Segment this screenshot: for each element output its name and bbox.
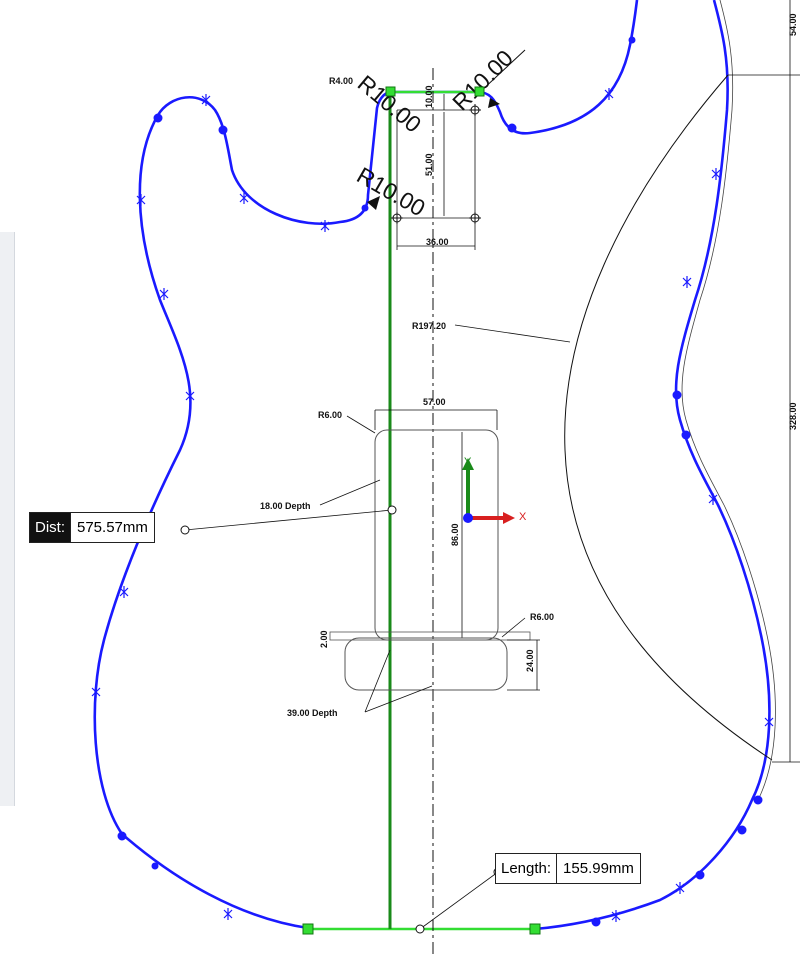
dim-51[interactable]: 51.00 — [424, 153, 434, 176]
coordinate-triad: Y X — [462, 456, 527, 524]
dist-readout: Dist: 575.57mm — [29, 512, 155, 543]
arrowhead — [488, 98, 500, 108]
leader-r197 — [454, 324, 571, 343]
length-readout: Length: 155.99mm — [495, 853, 641, 884]
body-outline-spline[interactable] — [93, 0, 639, 930]
dim-36[interactable]: 36.00 — [426, 237, 449, 247]
dim-depth18[interactable]: 18.00 Depth — [260, 501, 311, 511]
crosshair-points — [391, 104, 481, 224]
dim-r6-top[interactable]: R6.00 — [318, 410, 342, 420]
offset-outline — [681, 0, 776, 801]
triad-x-label: X — [519, 511, 527, 523]
dim-10[interactable]: 10.00 — [424, 85, 434, 108]
spline-star-markers — [91, 88, 774, 922]
dim-57[interactable]: 57.00 — [423, 397, 446, 407]
dim-328[interactable]: 328.00 — [788, 402, 798, 430]
spline-point-markers[interactable] — [117, 36, 763, 927]
arrowhead — [367, 196, 380, 210]
r197-arc[interactable] — [564, 74, 773, 761]
cavity-ledge — [329, 631, 531, 641]
endpoint-handles[interactable] — [302, 86, 541, 935]
dist-leader — [184, 509, 393, 531]
dim-depth39[interactable]: 39.00 Depth — [287, 708, 338, 718]
dim-86[interactable]: 86.00 — [450, 523, 460, 546]
dim-24[interactable]: 24.00 — [525, 649, 535, 672]
dim-r4[interactable]: R4.00 — [329, 76, 353, 86]
length-value: 155.99mm — [556, 854, 640, 883]
dim-r10-top[interactable]: R10.00 — [447, 45, 518, 116]
pickup-cavity[interactable] — [374, 429, 499, 641]
measure-point[interactable] — [415, 924, 425, 934]
dist-label: Dist: — [30, 513, 70, 542]
dim-r6-bottom[interactable]: R6.00 — [530, 612, 554, 622]
measure-point[interactable] — [387, 505, 397, 515]
length-label: Length: — [501, 860, 552, 877]
length-leader — [419, 871, 499, 930]
left-panel-edge — [0, 232, 15, 806]
dim-54[interactable]: 54.00 — [788, 13, 798, 36]
lower-cavity[interactable] — [344, 637, 508, 691]
dim-2[interactable]: 2.00 — [319, 630, 329, 648]
body-outline-spline-right[interactable] — [534, 0, 771, 931]
measure-point — [180, 525, 190, 535]
dim-r197[interactable]: R197.20 — [412, 321, 446, 331]
triad-y-label: Y — [464, 456, 472, 468]
dist-value: 575.57mm — [70, 513, 154, 542]
